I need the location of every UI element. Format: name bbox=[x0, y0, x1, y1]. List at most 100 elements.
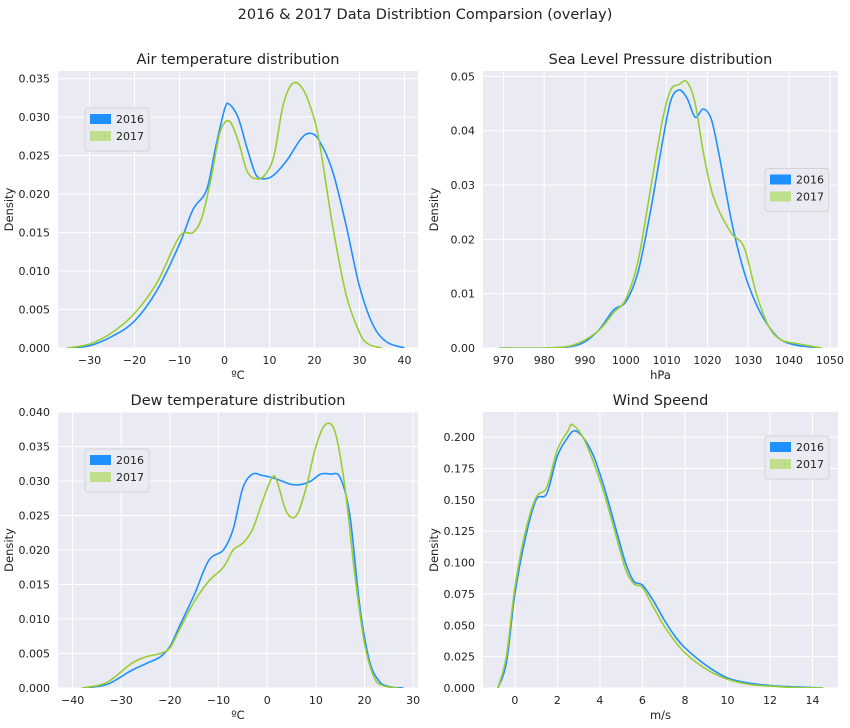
x-tick-label: 0 bbox=[511, 694, 518, 707]
x-tick-label: 20 bbox=[308, 354, 322, 367]
x-tick-label: 2 bbox=[554, 694, 561, 707]
y-tick-label: 0.01 bbox=[451, 288, 476, 301]
y-tick-label: 0.200 bbox=[444, 431, 476, 444]
series-line-2017 bbox=[82, 422, 399, 688]
x-tick-label: 0 bbox=[221, 354, 228, 367]
x-tick-label: −30 bbox=[78, 354, 101, 367]
y-tick-label: 0.035 bbox=[19, 441, 51, 454]
panel-title: Sea Level Pressure distribution bbox=[549, 52, 773, 68]
panel-title: Wind Speend bbox=[613, 393, 709, 409]
y-tick-label: 0.035 bbox=[19, 73, 51, 86]
legend: 2016 2017 bbox=[764, 168, 830, 212]
series-line-2017 bbox=[66, 81, 383, 348]
y-tick-label: 0.010 bbox=[19, 265, 51, 278]
y-tick-label: 0.030 bbox=[19, 475, 51, 488]
legend: 2016 2017 bbox=[84, 107, 150, 152]
legend-swatch-2016 bbox=[770, 442, 791, 452]
x-axis-label: ºC bbox=[231, 708, 244, 722]
x-tick-label: 14 bbox=[805, 694, 819, 707]
y-tick-label: 0.040 bbox=[19, 406, 51, 419]
x-tick-label: 1000 bbox=[612, 354, 640, 367]
legend-label-2016: 2016 bbox=[116, 113, 144, 126]
legend-swatch-2016 bbox=[770, 174, 791, 185]
x-tick-label: 1010 bbox=[653, 354, 681, 367]
x-tick-label: 10 bbox=[720, 694, 734, 707]
y-tick-label: 0.00 bbox=[451, 342, 476, 355]
x-tick-label: 0 bbox=[264, 694, 271, 707]
y-tick-label: 0.125 bbox=[444, 525, 476, 538]
legend: 2016 2017 bbox=[84, 448, 150, 493]
legend-label-2017: 2017 bbox=[116, 130, 144, 143]
x-tick-label: −20 bbox=[123, 354, 146, 367]
y-tick-label: 0.010 bbox=[19, 613, 51, 626]
legend-swatch-2016 bbox=[90, 114, 111, 124]
x-axis-label: ºC bbox=[231, 368, 244, 382]
x-tick-label: 990 bbox=[575, 354, 596, 367]
panel-3: −40 −30 −20 −10 0 10 20 30 0.000 0.005 0.010 0.015 0… bbox=[2, 393, 420, 722]
y-tick-label: 0.005 bbox=[19, 648, 51, 661]
x-tick-label: 30 bbox=[353, 354, 367, 367]
panel-title: Dew temperature distribution bbox=[131, 393, 346, 409]
x-tick-label: 1030 bbox=[734, 354, 762, 367]
y-tick-label: 0.000 bbox=[19, 342, 51, 355]
x-tick-label: −20 bbox=[158, 694, 181, 707]
x-tick-label: −10 bbox=[168, 354, 191, 367]
panel-title: Air temperature distribution bbox=[137, 52, 340, 68]
series-line-2017 bbox=[497, 423, 824, 688]
y-tick-label: 0.015 bbox=[19, 579, 51, 592]
y-axis-label: Density bbox=[2, 528, 16, 572]
y-tick-label: 0.175 bbox=[444, 462, 476, 475]
legend-label-2017: 2017 bbox=[116, 471, 144, 484]
legend-label-2016: 2016 bbox=[796, 174, 824, 187]
series-line-2016 bbox=[66, 102, 405, 348]
x-tick-label: 10 bbox=[309, 694, 323, 707]
y-tick-label: 0.000 bbox=[444, 682, 476, 695]
x-tick-label: −30 bbox=[110, 694, 133, 707]
y-tick-label: 0.025 bbox=[444, 651, 476, 664]
y-tick-label: 0.05 bbox=[451, 70, 476, 83]
y-tick-label: 0.100 bbox=[444, 557, 476, 570]
series-line-2016 bbox=[497, 430, 824, 688]
y-tick-label: 0.000 bbox=[19, 682, 51, 695]
x-tick-label: 40 bbox=[398, 354, 412, 367]
x-tick-label: 10 bbox=[263, 354, 277, 367]
y-axis-label: Density bbox=[427, 528, 441, 572]
panel-4: 0 2 4 6 8 10 12 14 0.000 0.025 0.050 0.075 0.100 0.12… bbox=[427, 393, 838, 722]
legend: 2016 2017 bbox=[764, 435, 830, 480]
x-tick-label: 12 bbox=[763, 694, 777, 707]
legend-swatch-2016 bbox=[90, 455, 111, 465]
x-tick-label: −10 bbox=[207, 694, 230, 707]
series-line-2016 bbox=[499, 89, 822, 348]
legend-swatch-2017 bbox=[770, 459, 791, 469]
x-tick-label: 980 bbox=[534, 354, 555, 367]
legend-label-2016: 2016 bbox=[796, 441, 824, 454]
y-tick-label: 0.030 bbox=[19, 111, 51, 124]
series-line-2017 bbox=[499, 79, 822, 348]
x-tick-label: 6 bbox=[639, 694, 646, 707]
y-tick-label: 0.005 bbox=[19, 304, 51, 317]
panel-1: −30 −20 −10 0 10 20 30 40 0.000 0.005 0.010 0.015 0.… bbox=[2, 52, 418, 382]
y-tick-label: 0.020 bbox=[19, 544, 51, 557]
x-tick-label: 4 bbox=[596, 694, 603, 707]
y-axis-label: Density bbox=[2, 187, 16, 231]
legend-label-2016: 2016 bbox=[116, 454, 144, 467]
y-tick-label: 0.050 bbox=[444, 619, 476, 632]
x-axis-label: m/s bbox=[650, 708, 671, 722]
x-tick-label: 1040 bbox=[775, 354, 803, 367]
y-tick-label: 0.015 bbox=[19, 227, 51, 240]
figure-suptitle: 2016 & 2017 Data Distribtion Comparsion … bbox=[238, 7, 613, 23]
x-tick-label: 970 bbox=[493, 354, 514, 367]
y-axis-label: Density bbox=[427, 187, 441, 231]
x-tick-label: 20 bbox=[357, 694, 371, 707]
x-tick-label: 30 bbox=[406, 694, 420, 707]
x-tick-label: 1050 bbox=[816, 354, 844, 367]
x-tick-label: −40 bbox=[61, 694, 84, 707]
legend-label-2017: 2017 bbox=[796, 191, 824, 204]
x-tick-label: 1020 bbox=[693, 354, 721, 367]
panel-2: 970 980 990 1000 1010 1020 1030 1040 1050 0.00 0.0… bbox=[427, 52, 844, 382]
x-axis-label: hPa bbox=[650, 368, 671, 382]
y-tick-label: 0.03 bbox=[451, 179, 476, 192]
legend-swatch-2017 bbox=[770, 191, 791, 202]
legend-swatch-2017 bbox=[90, 472, 111, 482]
